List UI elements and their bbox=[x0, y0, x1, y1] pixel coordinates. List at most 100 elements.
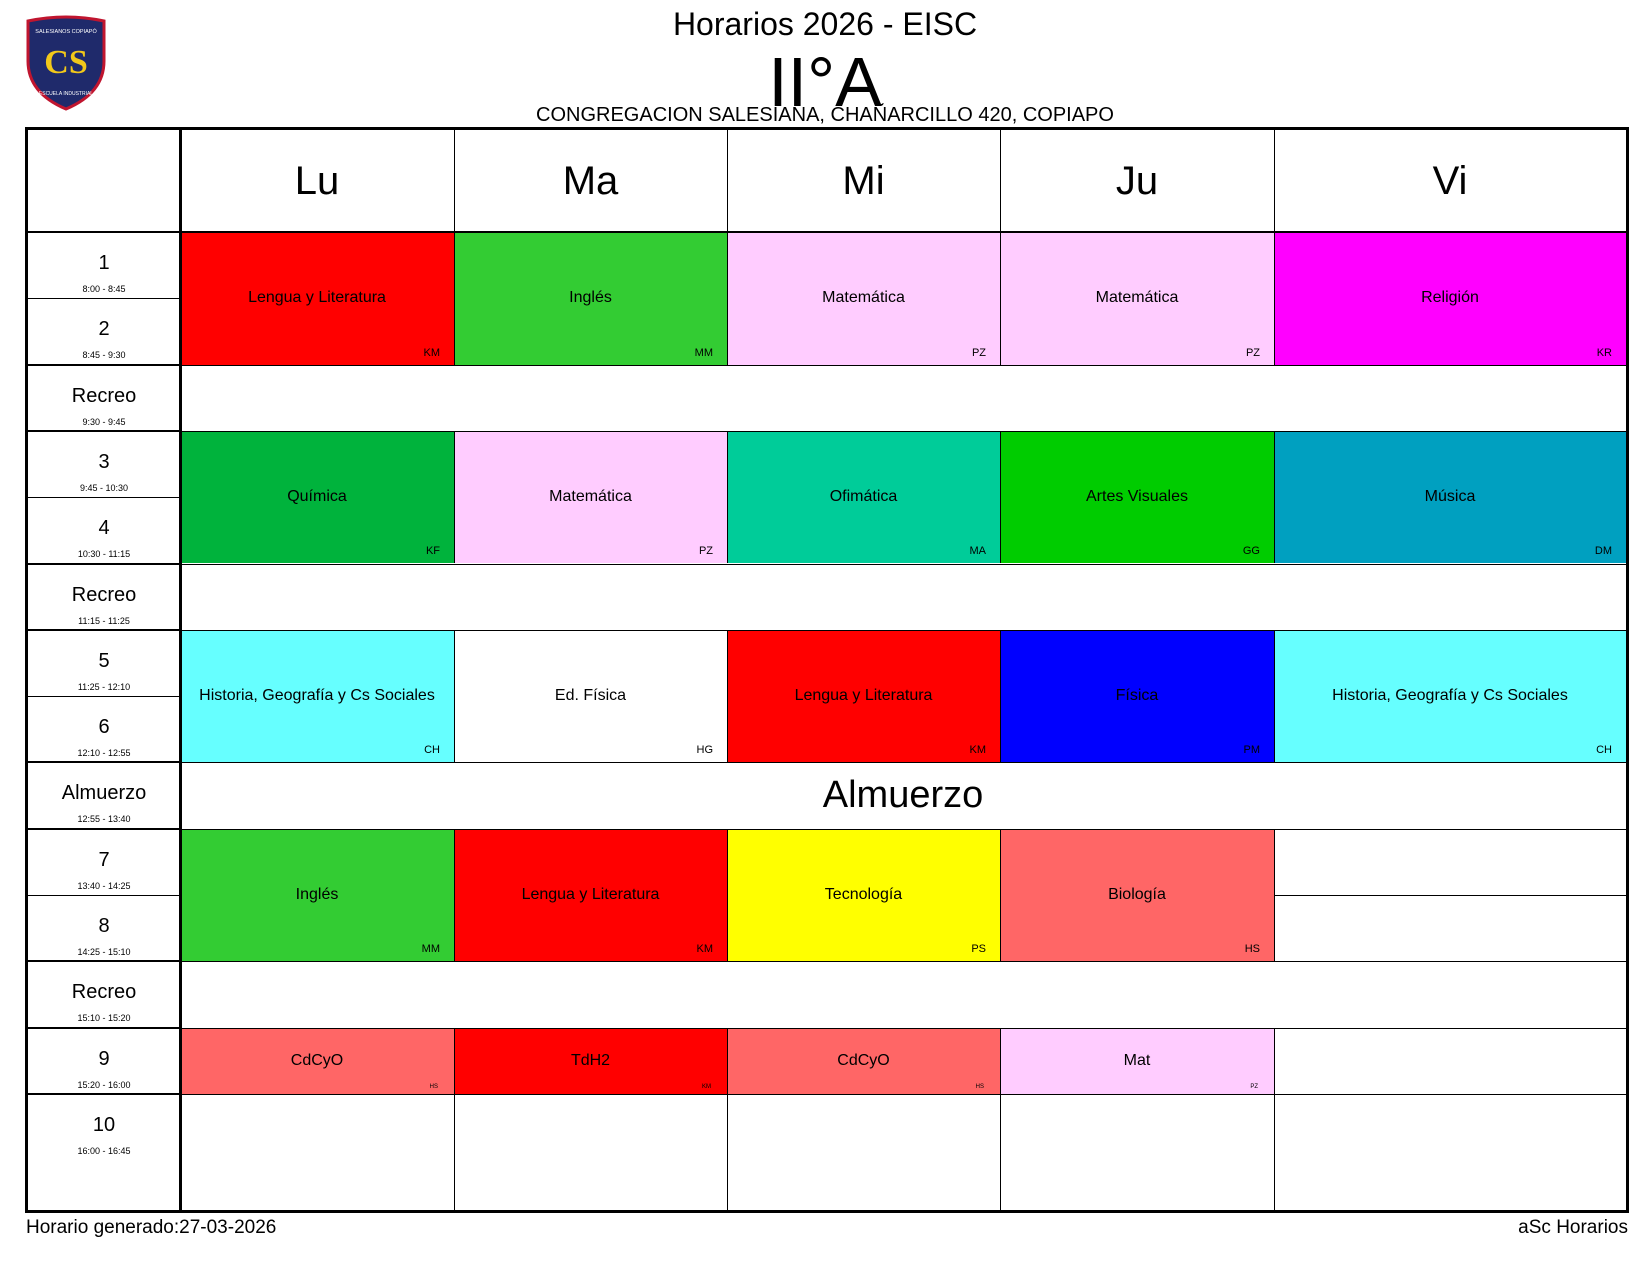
lesson-subject: Inglés bbox=[569, 289, 612, 307]
lesson-cell[interactable]: Mat PZ bbox=[1000, 1027, 1274, 1094]
lesson-teacher: GG bbox=[1242, 545, 1260, 558]
grid-line bbox=[727, 130, 728, 232]
lesson-cell[interactable]: Religión KR bbox=[1274, 232, 1626, 365]
grid-line bbox=[180, 629, 1626, 631]
lesson-subject: CdCyO bbox=[290, 1051, 344, 1069]
day-header: Mi bbox=[842, 158, 885, 203]
lesson-teacher: KM bbox=[969, 744, 987, 757]
grid-line bbox=[727, 1027, 728, 1210]
grid-line bbox=[454, 430, 455, 564]
grid-line bbox=[180, 1093, 1626, 1095]
period-number: Recreo bbox=[71, 384, 137, 407]
period-time: 8:00 - 8:45 bbox=[82, 284, 126, 294]
period-time: 13:40 - 14:25 bbox=[77, 880, 131, 891]
period-label: 2 8:45 - 9:30 bbox=[28, 298, 180, 364]
logo-monogram: CS bbox=[44, 44, 87, 81]
day-header: Ju bbox=[1115, 158, 1159, 203]
period-label: 3 9:45 - 10:30 bbox=[28, 431, 180, 497]
period-number: Almuerzo bbox=[61, 782, 147, 805]
lesson-cell[interactable]: Ofimática MA bbox=[727, 430, 1000, 564]
grid-line bbox=[1000, 629, 1001, 763]
lesson-cell[interactable]: Lengua y Literatura KM bbox=[454, 828, 727, 962]
lesson-cell[interactable]: Matemática PZ bbox=[454, 430, 727, 564]
period-label: 8 14:25 - 15:10 bbox=[28, 895, 180, 961]
lesson-teacher: HG bbox=[696, 744, 714, 757]
lesson-teacher: KM bbox=[696, 943, 714, 956]
lesson-teacher: HS bbox=[429, 1083, 438, 1090]
lesson-subject: Tecnología bbox=[824, 885, 903, 903]
period-time: 9:30 - 9:45 bbox=[82, 416, 126, 427]
lesson-cell[interactable]: Matemática PZ bbox=[1000, 232, 1274, 365]
grid-line bbox=[28, 562, 180, 565]
grid-line bbox=[454, 232, 455, 365]
lesson-teacher: PM bbox=[1243, 744, 1261, 757]
page-title: Horarios 2026 - EISC bbox=[672, 6, 978, 42]
grid-line bbox=[454, 1027, 455, 1210]
lesson-cell[interactable]: Tecnología PS bbox=[727, 828, 1000, 962]
lesson-subject: Religión bbox=[1421, 289, 1479, 307]
lesson-teacher: PZ bbox=[1245, 346, 1260, 359]
lesson-cell[interactable]: CdCyO HS bbox=[180, 1027, 454, 1094]
lesson-cell[interactable]: TdH2 KM bbox=[454, 1027, 727, 1094]
lesson-cell[interactable]: Matemática PZ bbox=[727, 232, 1000, 365]
lesson-cell[interactable]: Historia, Geografía y Cs Sociales CH bbox=[1274, 629, 1626, 763]
lesson-teacher: MM bbox=[421, 943, 440, 956]
class-name: II°A bbox=[768, 43, 882, 121]
lesson-teacher: PS bbox=[971, 943, 986, 956]
grid-line bbox=[28, 231, 1626, 233]
period-label: 7 13:40 - 14:25 bbox=[28, 829, 180, 895]
lesson-subject: Ed. Física bbox=[554, 687, 627, 705]
period-number: 1 bbox=[98, 252, 110, 274]
lesson-cell[interactable]: Inglés MM bbox=[454, 232, 727, 365]
grid-line bbox=[1000, 232, 1001, 365]
day-header: Lu bbox=[294, 158, 340, 203]
lesson-cell[interactable]: Lengua y Literatura KM bbox=[727, 629, 1000, 763]
lesson-cell[interactable]: Química KF bbox=[180, 430, 454, 564]
period-time: 11:15 - 11:25 bbox=[78, 615, 130, 626]
lesson-cell[interactable]: Física PM bbox=[1000, 629, 1274, 763]
grid-line bbox=[28, 628, 180, 631]
grid-line bbox=[180, 762, 1626, 764]
grid-line bbox=[28, 761, 180, 764]
period-label: Recreo 9:30 - 9:45 bbox=[28, 365, 180, 431]
grid-line bbox=[454, 130, 455, 232]
period-label: 1 8:00 - 8:45 bbox=[28, 232, 180, 298]
lesson-cell[interactable]: CdCyO HS bbox=[727, 1027, 1000, 1094]
day-header: Vi bbox=[1432, 158, 1468, 203]
day-header: Ma bbox=[562, 158, 619, 203]
lesson-teacher: MA bbox=[969, 545, 987, 558]
lesson-subject: Matemática bbox=[822, 289, 905, 307]
lesson-cell[interactable]: Biología HS bbox=[1000, 828, 1274, 962]
lesson-cell[interactable]: Historia, Geografía y Cs Sociales CH bbox=[180, 629, 454, 763]
grid-line bbox=[1000, 828, 1001, 962]
grid-line bbox=[1274, 828, 1275, 962]
lesson-subject: Lengua y Literatura bbox=[794, 687, 933, 705]
lesson-teacher: KM bbox=[423, 346, 441, 359]
period-time: 15:20 - 16:00 bbox=[77, 1079, 131, 1090]
period-time: 15:10 - 15:20 bbox=[77, 1013, 131, 1024]
grid-line bbox=[180, 430, 1626, 432]
lunch-band: Almuerzo bbox=[822, 774, 984, 817]
grid-line bbox=[727, 430, 728, 564]
grid-line bbox=[1000, 130, 1001, 232]
lesson-cell[interactable]: Lengua y Literatura KM bbox=[180, 232, 454, 365]
lesson-subject: Química bbox=[287, 488, 347, 506]
grid-line bbox=[180, 961, 1626, 963]
lesson-subject: Matemática bbox=[1095, 289, 1179, 307]
period-label: Recreo 11:15 - 11:25 bbox=[28, 564, 180, 630]
lesson-subject: Historia, Geografía y Cs Sociales bbox=[199, 687, 435, 705]
lesson-subject: Inglés bbox=[295, 885, 339, 903]
lesson-cell[interactable]: Inglés MM bbox=[180, 828, 454, 962]
period-label: Almuerzo 12:55 - 13:40 bbox=[28, 762, 180, 828]
school-logo: SALESIANOS COPIAPÓ CS ESCUELA INDUSTRIAL bbox=[26, 15, 106, 111]
lesson-subject: Física bbox=[1115, 687, 1159, 705]
lesson-cell[interactable]: Música DM bbox=[1274, 430, 1626, 564]
lesson-subject: Historia, Geografía y Cs Sociales bbox=[1332, 687, 1568, 705]
period-time: 12:10 - 12:55 bbox=[77, 748, 131, 759]
logo-shield bbox=[26, 15, 106, 111]
grid-line bbox=[180, 828, 1626, 830]
lesson-cell[interactable]: Ed. Física HG bbox=[454, 629, 727, 763]
grid-line bbox=[28, 696, 180, 698]
lesson-cell[interactable]: Artes Visuales GG bbox=[1000, 430, 1274, 564]
grid-line bbox=[180, 1027, 1626, 1029]
